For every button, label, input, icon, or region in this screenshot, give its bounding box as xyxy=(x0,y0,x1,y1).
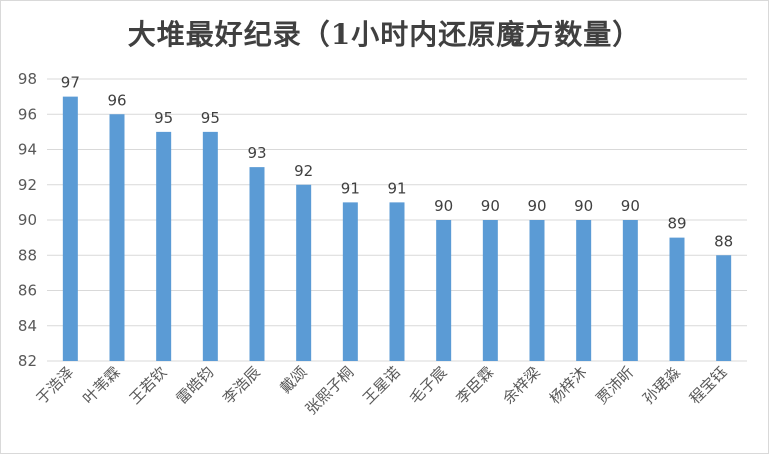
data-label: 88 xyxy=(714,232,733,250)
data-label: 97 xyxy=(61,74,80,92)
bar xyxy=(62,96,78,361)
data-label: 95 xyxy=(154,109,173,127)
data-label: 90 xyxy=(621,197,640,215)
data-label: 90 xyxy=(481,197,500,215)
x-tick-label: 张熙子桐 xyxy=(302,363,357,418)
data-label: 95 xyxy=(201,109,220,127)
x-tick-label: 毛子宸 xyxy=(406,363,451,408)
y-tick-label: 84 xyxy=(18,317,37,335)
data-label: 91 xyxy=(341,179,360,197)
bar xyxy=(389,202,405,361)
bar xyxy=(202,131,218,361)
data-label: 93 xyxy=(247,144,266,162)
x-tick-label: 李臣霖 xyxy=(453,363,498,408)
bar xyxy=(669,237,685,361)
data-label: 90 xyxy=(574,197,593,215)
y-tick-label: 92 xyxy=(18,176,37,194)
bar xyxy=(342,202,358,361)
bar xyxy=(109,114,125,361)
y-tick-label: 98 xyxy=(18,70,37,88)
data-label: 89 xyxy=(667,215,686,233)
bar xyxy=(156,131,172,361)
data-label: 90 xyxy=(527,197,546,215)
y-tick-label: 94 xyxy=(18,141,37,159)
x-tick-label: 王若钦 xyxy=(126,363,171,408)
x-tick-label: 李浩辰 xyxy=(219,363,264,408)
x-tick-label: 程宝钰 xyxy=(686,363,731,408)
x-tick-label: 余梓梁 xyxy=(499,363,544,408)
bar xyxy=(482,220,498,361)
data-label: 92 xyxy=(294,162,313,180)
data-label: 91 xyxy=(387,179,406,197)
data-label: 96 xyxy=(107,91,126,109)
y-tick-label: 86 xyxy=(18,282,37,300)
x-tick-label: 王星诺 xyxy=(359,363,404,408)
y-tick-label: 90 xyxy=(18,211,37,229)
bar xyxy=(622,220,638,361)
bar xyxy=(436,220,452,361)
bar xyxy=(529,220,545,361)
x-tick-label: 杨梓沐 xyxy=(546,363,591,408)
x-tick-label: 于浩泽 xyxy=(33,363,78,408)
x-tick-label: 叶苇霖 xyxy=(79,363,124,408)
x-tick-label: 孙珺淼 xyxy=(639,363,684,408)
bar xyxy=(249,167,265,361)
data-label: 90 xyxy=(434,197,453,215)
chart-title: 大堆最好纪录（1小时内还原魔方数量） xyxy=(127,18,642,51)
x-tick-label: 雷皓钧 xyxy=(173,363,218,408)
bar xyxy=(296,184,312,361)
y-tick-label: 96 xyxy=(18,105,37,123)
x-tick-label: 贾沛昕 xyxy=(593,363,638,408)
bar xyxy=(716,255,732,361)
y-tick-label: 82 xyxy=(18,352,37,370)
y-tick-label: 88 xyxy=(18,246,37,264)
bar xyxy=(576,220,592,361)
x-tick-label: 戴颂 xyxy=(277,363,311,397)
